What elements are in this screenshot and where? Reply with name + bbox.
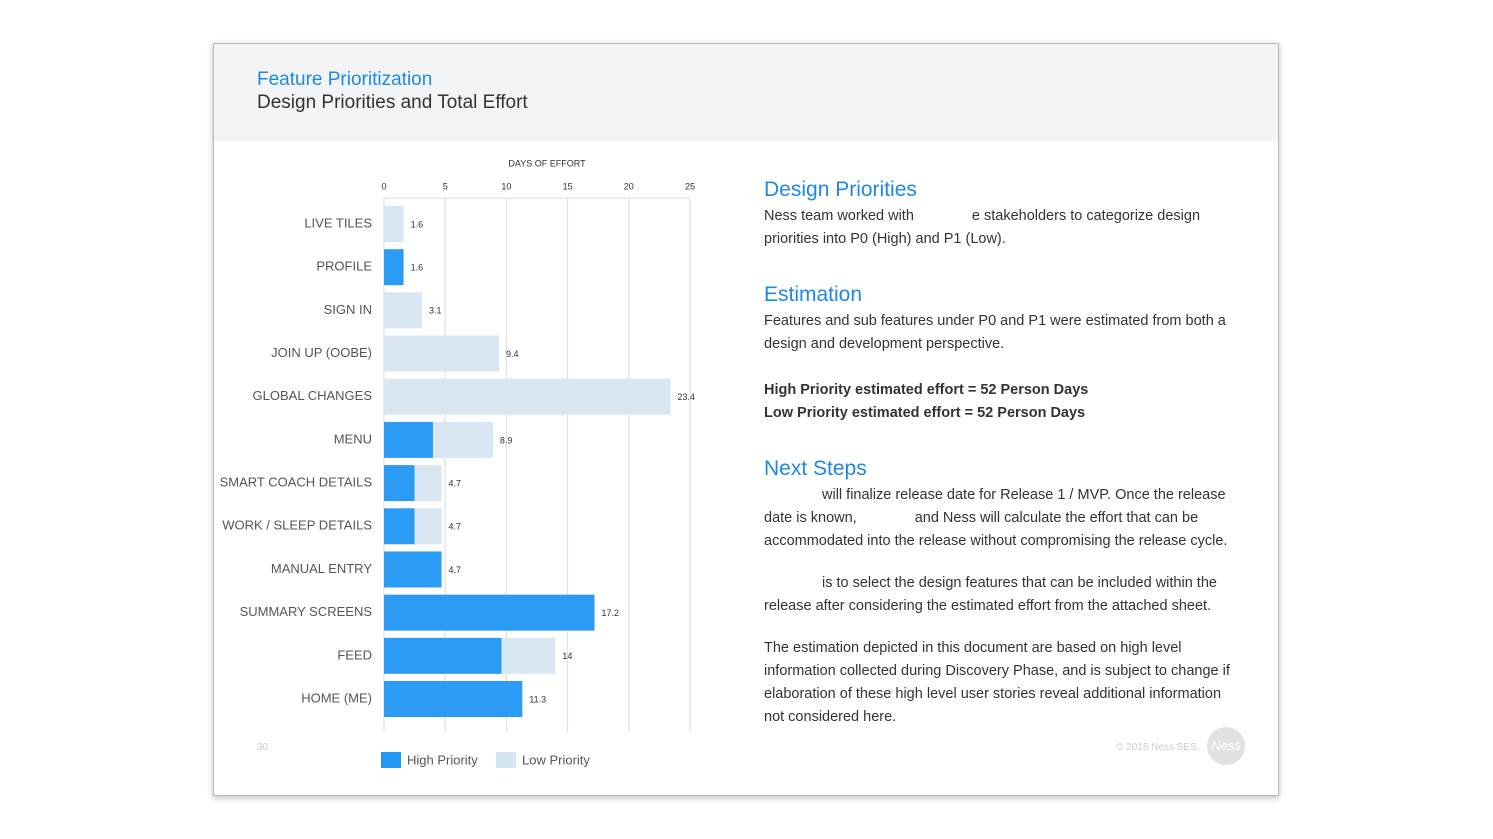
paragraph: is to select the design features that ca…: [764, 572, 1234, 618]
copyright: © 2015 Ness SES.: [1116, 742, 1200, 753]
bar-segment: [384, 292, 422, 329]
x-tick-label: 10: [501, 181, 511, 191]
emphasis: High Priority estimated effort = 52 Pers…: [764, 379, 1234, 425]
x-tick-label: 0: [381, 181, 386, 191]
category-label: SIGN IN: [324, 302, 372, 317]
category-label: FEED: [337, 647, 372, 662]
x-tick-label: 15: [563, 181, 573, 191]
total-label: 8.9: [500, 435, 513, 445]
legend-swatch: [496, 752, 516, 768]
category-label: HOME (ME): [301, 690, 372, 705]
category-label: SMART COACH DETAILS: [220, 475, 373, 490]
bar-segment: [414, 508, 442, 545]
total-label: 1.6: [411, 263, 424, 273]
total-label: 4.7: [449, 565, 462, 575]
logo: Ness: [1207, 727, 1245, 765]
subtitle: Design Priorities and Total Effort: [257, 92, 528, 113]
paragraph: The estimation depicted in this document…: [764, 637, 1234, 729]
category-label: MANUAL ENTRY: [271, 561, 372, 576]
x-tick-label: 25: [685, 181, 695, 191]
category-label: MENU: [334, 431, 372, 446]
text: Features and sub features under P0 and P…: [764, 313, 1226, 352]
page-number: 30: [257, 742, 269, 753]
category-label: PROFILE: [316, 259, 372, 274]
header-band: [214, 44, 1278, 141]
bar-segment: [432, 421, 493, 458]
axis-title: DAYS OF EFFORT: [508, 158, 586, 168]
total-label: 17.2: [602, 608, 620, 618]
total-label: 23.4: [677, 392, 695, 402]
bar-segment: [384, 594, 595, 631]
category-label: WORK / SLEEP DETAILS: [222, 518, 372, 533]
x-tick-label: 20: [624, 181, 634, 191]
legend-swatch: [381, 752, 401, 768]
text-column: Design Priorities Ness team worked with e …: [764, 176, 1234, 759]
x-tick-label: 5: [443, 181, 448, 191]
bar-segment: [501, 637, 556, 674]
bar-segment: [384, 637, 502, 674]
text: is to select the design features that ca…: [764, 575, 1217, 614]
section: Next Steps will finalize release date for…: [764, 455, 1234, 729]
section-heading: Estimation: [764, 283, 863, 306]
paragraph: will finalize release date for Release 1…: [764, 484, 1234, 553]
bar-segment: [384, 681, 523, 717]
total-label: 4.7: [449, 478, 462, 488]
total-label: 4.7: [449, 522, 462, 532]
text: and Ness will calculate the effort that …: [764, 510, 1228, 549]
bar-segment: [384, 508, 415, 545]
category-label: JOIN UP (OOBE): [271, 345, 372, 360]
paragraph: Features and sub features under P0 and P…: [764, 310, 1234, 356]
text: will finalize release date for Release 1…: [764, 487, 1226, 526]
text: Ness team worked with: [764, 208, 914, 224]
bar-segment: [384, 378, 671, 415]
text: The estimation depicted in this document…: [764, 640, 1230, 725]
category-label: LIVE TILES: [304, 215, 372, 230]
legend-label: High Priority: [407, 752, 478, 767]
section-heading: Design Priorities: [764, 178, 917, 201]
total-label: 11.3: [529, 694, 546, 704]
section-heading: Next Steps: [764, 457, 867, 480]
paragraph: Ness team worked with e stakeholders to c…: [764, 205, 1234, 251]
section: Design Priorities Ness team worked with e …: [764, 176, 1234, 251]
bar-segment: [384, 551, 442, 588]
legend-label: Low Priority: [522, 752, 590, 767]
text: e stakeholders to categorize design prio…: [764, 208, 1201, 247]
section: Estimation Features and sub features unde…: [764, 281, 1234, 425]
total-label: 9.4: [506, 349, 519, 359]
bar-segment: [384, 421, 433, 458]
category-label: GLOBAL CHANGES: [253, 388, 373, 403]
total-label: 1.6: [411, 219, 424, 229]
total-label: 14: [562, 651, 572, 661]
bar-segment: [384, 206, 404, 242]
emphasis-line: Low Priority estimated effort = 52 Perso…: [764, 405, 1086, 421]
total-label: 3.1: [429, 306, 442, 316]
bar-segment: [384, 249, 404, 286]
emphasis-line: High Priority estimated effort = 52 Pers…: [764, 382, 1089, 398]
bar-segment: [384, 465, 415, 502]
bar-segment: [414, 465, 442, 502]
title: Feature Prioritization: [257, 69, 433, 90]
bar-segment: [384, 335, 500, 372]
category-label: SUMMARY SCREENS: [240, 604, 373, 619]
